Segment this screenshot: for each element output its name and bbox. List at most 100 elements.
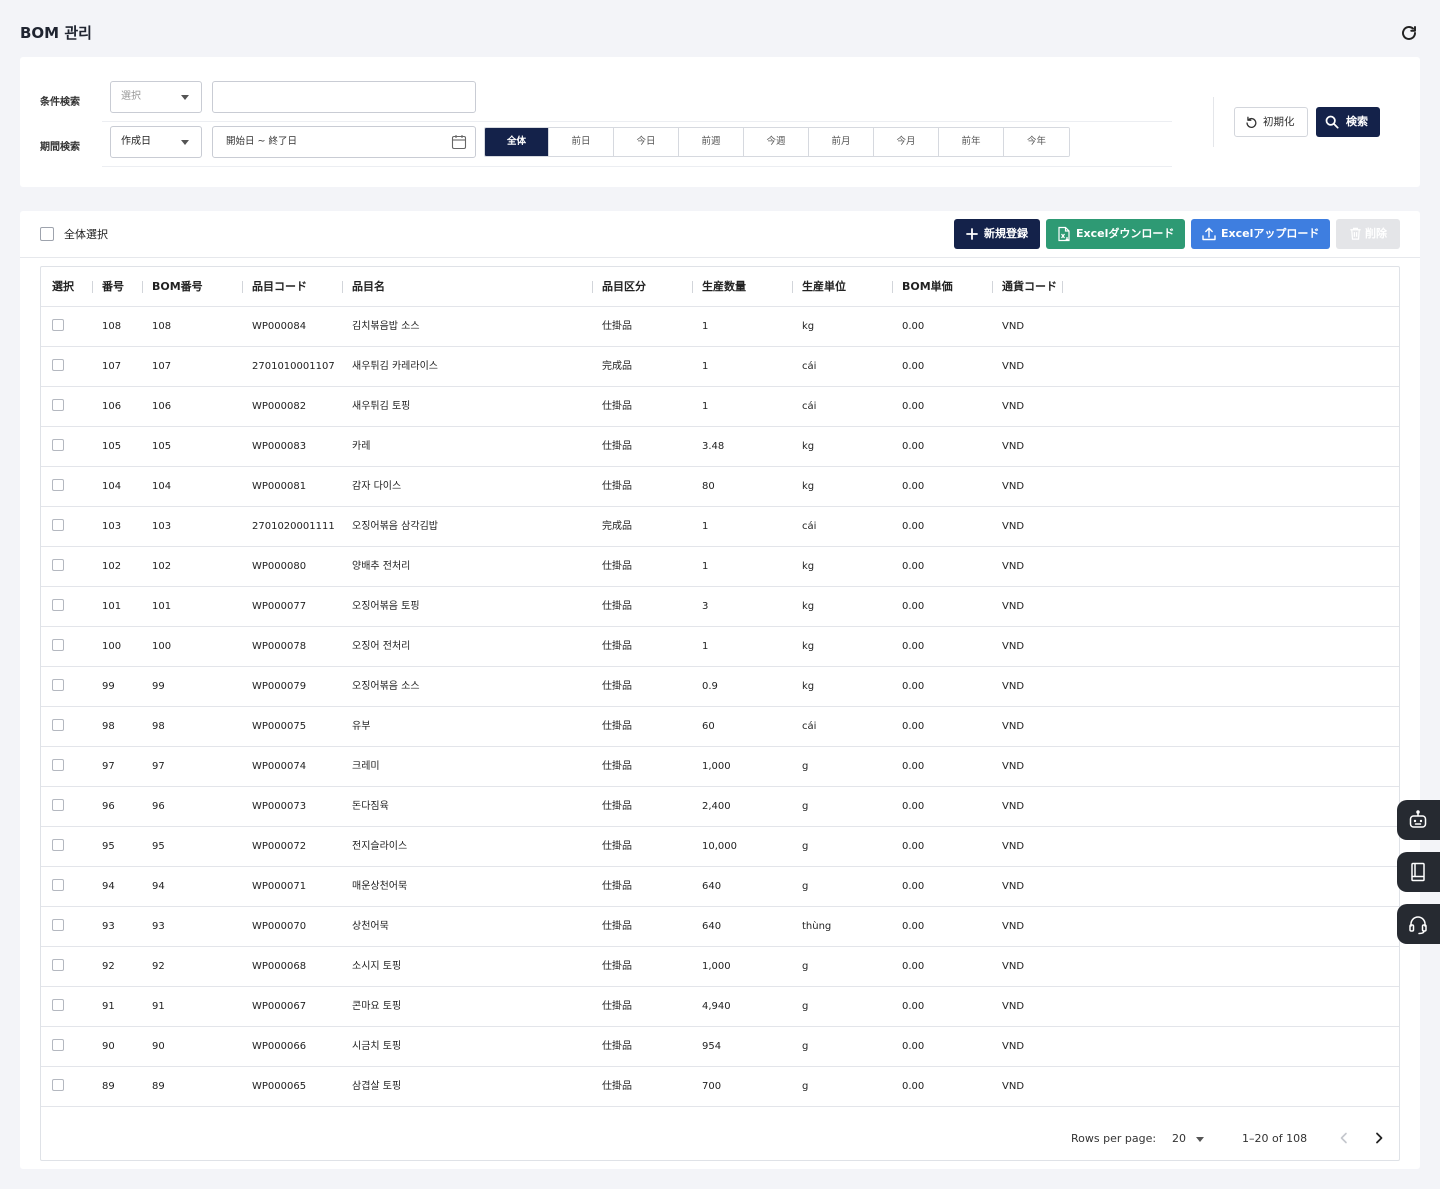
rows-per-page-select[interactable]: 20 <box>1172 1132 1186 1145</box>
column-resize-handle[interactable] <box>242 281 243 293</box>
select-all-checkbox[interactable]: 全体選択 <box>40 226 108 242</box>
column-header-item-code[interactable]: 品目コード <box>252 280 307 293</box>
condition-keyword-input[interactable] <box>212 81 476 113</box>
table-row[interactable]: 107 107 2701010001107 새우튀김 카레라이스 完成品 1 cái 0.00… <box>41 347 1399 387</box>
column-resize-handle[interactable] <box>592 281 593 293</box>
chevron-left-icon[interactable] <box>1337 1131 1351 1145</box>
column-header-select[interactable]: 選択 <box>52 280 74 293</box>
column-header-bom-no[interactable]: BOM番号 <box>152 280 203 293</box>
date-range-input[interactable]: 開始日 ~ 終了日 <box>212 126 476 158</box>
table-row[interactable]: 95 95 WP000072 전지슬라이스 仕掛品 10,000 g 0.00 VND <box>41 827 1399 867</box>
column-resize-handle[interactable] <box>342 281 343 293</box>
table-row[interactable]: 89 89 WP000065 삼겹살 토핑 仕掛品 700 g 0.00 VND <box>41 1067 1399 1107</box>
period-tab-this-year[interactable]: 今年 <box>1004 128 1069 156</box>
column-resize-handle[interactable] <box>892 281 893 293</box>
support-button[interactable] <box>1397 904 1440 944</box>
checkbox[interactable] <box>40 227 54 241</box>
column-resize-handle[interactable] <box>792 281 793 293</box>
table-row[interactable]: 100 100 WP000078 오징어 전처리 仕掛品 1 kg 0.00 VND <box>41 627 1399 667</box>
refresh-icon[interactable] <box>1400 24 1418 42</box>
table-row[interactable]: 96 96 WP000073 돈다짐육 仕掛品 2,400 g 0.00 VND <box>41 787 1399 827</box>
condition-select[interactable]: 選択 <box>110 81 202 113</box>
column-header-bom-price[interactable]: BOM単価 <box>902 280 953 293</box>
row-checkbox[interactable] <box>52 479 64 491</box>
table-row[interactable]: 108 108 WP000084 김치볶음밥 소스 仕掛品 1 kg 0.00 VND <box>41 307 1399 347</box>
row-checkbox[interactable] <box>52 959 64 971</box>
table-row[interactable]: 104 104 WP000081 감자 다이스 仕掛品 80 kg 0.00 VND <box>41 467 1399 507</box>
row-checkbox[interactable] <box>52 319 64 331</box>
row-checkbox[interactable] <box>52 599 64 611</box>
period-tab-last-month[interactable]: 前月 <box>809 128 874 156</box>
manual-button[interactable] <box>1397 852 1440 892</box>
period-tab-all[interactable]: 全体 <box>485 128 549 156</box>
row-checkbox[interactable] <box>52 439 64 451</box>
row-checkbox[interactable] <box>52 679 64 691</box>
period-tab-last-year[interactable]: 前年 <box>939 128 1004 156</box>
period-tab-this-week[interactable]: 今週 <box>744 128 809 156</box>
chatbot-button[interactable] <box>1397 800 1440 840</box>
cell-qty: 1 <box>702 521 709 532</box>
excel-upload-button[interactable]: Excelアップロード <box>1191 219 1330 249</box>
row-checkbox[interactable] <box>52 1039 64 1051</box>
table-row[interactable]: 106 106 WP000082 새우튀김 토핑 仕掛品 1 cái 0.00 VND <box>41 387 1399 427</box>
table-row[interactable]: 90 90 WP000066 시금치 토핑 仕掛品 954 g 0.00 VND <box>41 1027 1399 1067</box>
row-checkbox[interactable] <box>52 639 64 651</box>
row-checkbox[interactable] <box>52 919 64 931</box>
cell-bom-price: 0.00 <box>902 801 925 812</box>
table-row[interactable]: 99 99 WP000079 오징어볶음 소스 仕掛品 0.9 kg 0.00 VND <box>41 667 1399 707</box>
period-tab-this-month[interactable]: 今月 <box>874 128 939 156</box>
table-row[interactable]: 92 92 WP000068 소시지 토핑 仕掛品 1,000 g 0.00 VND <box>41 947 1399 987</box>
cell-qty: 640 <box>702 881 722 892</box>
delete-button[interactable]: 削除 <box>1336 219 1400 249</box>
table-row[interactable]: 103 103 2701020001111 오징어볶음 삼각김밥 完成品 1 cái 0.00… <box>41 507 1399 547</box>
column-resize-handle[interactable] <box>1062 281 1063 293</box>
cell-no: 92 <box>102 961 115 972</box>
column-header-currency[interactable]: 通貨コード <box>1002 280 1057 293</box>
table-row[interactable]: 102 102 WP000080 양배추 전처리 仕掛品 1 kg 0.00 VND <box>41 547 1399 587</box>
table-row[interactable]: 94 94 WP000071 매운상천어묵 仕掛品 640 g 0.00 VND <box>41 867 1399 907</box>
column-header-unit[interactable]: 生産単位 <box>802 280 846 293</box>
period-tab-yesterday[interactable]: 前日 <box>549 128 614 156</box>
row-checkbox[interactable] <box>52 759 64 771</box>
cell-currency: VND <box>1002 441 1025 452</box>
search-button[interactable]: 検索 <box>1316 107 1380 137</box>
row-checkbox[interactable] <box>52 799 64 811</box>
column-resize-handle[interactable] <box>692 281 693 293</box>
table-row[interactable]: 93 93 WP000070 상천어묵 仕掛品 640 thùng 0.00 VND <box>41 907 1399 947</box>
calendar-icon[interactable] <box>451 134 467 150</box>
column-header-qty[interactable]: 生産数量 <box>702 280 746 293</box>
period-tab-today[interactable]: 今日 <box>614 128 679 156</box>
cell-bom-no: 102 <box>152 561 172 572</box>
column-header-no[interactable]: 番号 <box>102 280 124 293</box>
row-checkbox[interactable] <box>52 399 64 411</box>
period-tab-last-week[interactable]: 前週 <box>679 128 744 156</box>
reset-label: 初期化 <box>1263 116 1295 128</box>
table-row[interactable]: 98 98 WP000075 유부 仕掛品 60 cái 0.00 VND <box>41 707 1399 747</box>
chevron-down-icon[interactable] <box>1196 1137 1204 1142</box>
cell-select <box>52 1067 64 1106</box>
row-checkbox[interactable] <box>52 519 64 531</box>
excel-download-button[interactable]: Excelダウンロード <box>1046 219 1185 249</box>
column-resize-handle[interactable] <box>92 281 93 293</box>
column-header-item-type[interactable]: 品目区分 <box>602 280 646 293</box>
table-row[interactable]: 105 105 WP000083 카레 仕掛品 3.48 kg 0.00 VND <box>41 427 1399 467</box>
row-checkbox[interactable] <box>52 719 64 731</box>
row-checkbox[interactable] <box>52 879 64 891</box>
column-header-item-name[interactable]: 品目名 <box>352 280 385 293</box>
reset-button[interactable]: 初期化 <box>1234 107 1308 137</box>
table-row[interactable]: 101 101 WP000077 오징어볶음 토핑 仕掛品 3 kg 0.00 VND <box>41 587 1399 627</box>
new-register-button[interactable]: 新規登録 <box>954 219 1040 249</box>
row-checkbox[interactable] <box>52 359 64 371</box>
row-checkbox[interactable] <box>52 999 64 1011</box>
row-checkbox[interactable] <box>52 839 64 851</box>
excel-upload-label: Excelアップロード <box>1221 227 1320 240</box>
cell-item-name: 오징어볶음 삼각김밥 <box>352 521 438 532</box>
chevron-right-icon[interactable] <box>1372 1131 1386 1145</box>
column-resize-handle[interactable] <box>992 281 993 293</box>
column-resize-handle[interactable] <box>142 281 143 293</box>
period-type-select[interactable]: 作成日 <box>110 126 202 158</box>
table-row[interactable]: 97 97 WP000074 크레미 仕掛品 1,000 g 0.00 VND <box>41 747 1399 787</box>
row-checkbox[interactable] <box>52 1079 64 1091</box>
row-checkbox[interactable] <box>52 559 64 571</box>
table-row[interactable]: 91 91 WP000067 콘마요 토핑 仕掛品 4,940 g 0.00 VND <box>41 987 1399 1027</box>
